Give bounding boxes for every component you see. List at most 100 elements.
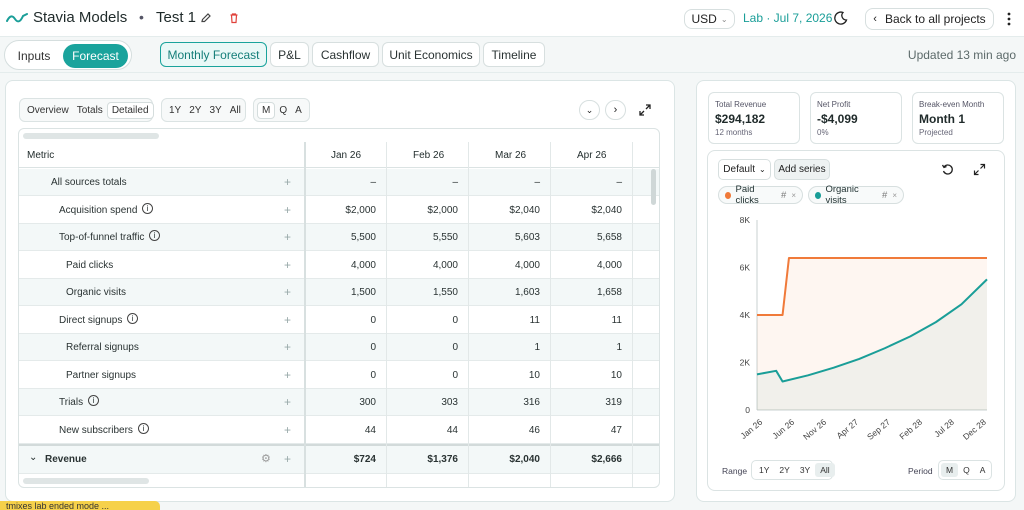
table-cell[interactable]: 44 xyxy=(446,424,458,436)
chart-period-m[interactable]: M xyxy=(941,463,959,477)
table-cell[interactable]: 303 xyxy=(441,397,458,408)
add-series-button[interactable]: Add series xyxy=(774,159,830,180)
table-cell[interactable]: $2,666 xyxy=(591,454,622,465)
table-cell[interactable]: 300 xyxy=(359,397,376,408)
add-row-icon[interactable]: + xyxy=(284,230,292,244)
series-chip-paid-clicks[interactable]: Paid clicks # × xyxy=(718,184,803,206)
table-row[interactable]: Trials i +300 303 316 319 xyxy=(19,389,659,416)
chart-period-q[interactable]: Q xyxy=(963,465,970,475)
next-button[interactable]: › xyxy=(605,100,626,120)
table-cell[interactable]: 316 xyxy=(523,397,540,408)
table-cell[interactable]: 11 xyxy=(529,314,540,326)
table-cell[interactable]: 0 xyxy=(452,342,458,353)
add-row-icon[interactable]: + xyxy=(284,422,292,437)
table-row[interactable]: Revenue ⌄ ⚙ + $724 $1,376 $2,040 $2,666 xyxy=(19,444,659,474)
period-a[interactable]: A xyxy=(295,104,302,116)
col-header[interactable]: Feb 26 xyxy=(413,150,445,161)
back-to-projects-button[interactable]: ‹ Back to all projects xyxy=(865,8,994,30)
table-cell[interactable]: – xyxy=(534,177,540,188)
table-cell[interactable]: 1 xyxy=(534,342,540,353)
view-overview[interactable]: Overview xyxy=(27,104,69,116)
add-row-icon[interactable]: + xyxy=(284,202,292,217)
table-cell[interactable]: 47 xyxy=(610,424,622,436)
table-cell[interactable]: 1,658 xyxy=(596,287,622,298)
delete-icon[interactable] xyxy=(227,11,241,25)
range-2y[interactable]: 2Y xyxy=(189,104,202,116)
table-cell[interactable]: $2,000 xyxy=(345,204,376,216)
table-cell[interactable]: $2,000 xyxy=(427,204,458,216)
tab-timeline[interactable]: Timeline xyxy=(483,42,545,67)
table-cell[interactable]: – xyxy=(370,177,376,188)
table-row[interactable]: Direct signups i +0 0 11 11 xyxy=(19,307,659,334)
table-cell[interactable]: $724 xyxy=(353,454,376,465)
expand-icon[interactable] xyxy=(636,101,654,119)
table-row[interactable]: Partner signups +0 0 10 10 xyxy=(19,362,659,389)
table-cell[interactable]: 0 xyxy=(370,314,376,326)
table-cell[interactable]: 1 xyxy=(616,342,622,353)
add-row-icon[interactable]: + xyxy=(284,395,292,409)
range-all[interactable]: All xyxy=(229,104,241,116)
range-1y[interactable]: 1Y xyxy=(169,104,182,116)
table-cell[interactable]: – xyxy=(616,177,622,188)
chart-range-all[interactable]: All xyxy=(815,463,835,477)
table-row[interactable]: Referral signups +0 0 1 1 xyxy=(19,334,659,361)
table-cell[interactable]: 0 xyxy=(370,342,376,353)
table-cell[interactable]: 46 xyxy=(528,424,540,436)
add-row-icon[interactable]: + xyxy=(284,452,292,466)
gear-icon[interactable]: ⚙ xyxy=(261,453,271,465)
table-cell[interactable]: $2,040 xyxy=(591,204,622,216)
tab-pnl[interactable]: P&L xyxy=(270,42,309,67)
col-header[interactable]: Jan 26 xyxy=(331,150,362,161)
vertical-scrollbar[interactable] xyxy=(651,169,656,205)
table-cell[interactable]: 5,603 xyxy=(514,232,540,243)
moon-icon[interactable] xyxy=(832,9,850,27)
chevron-down-icon[interactable]: ⌄ xyxy=(29,452,38,463)
table-cell[interactable]: 319 xyxy=(605,397,622,408)
table-cell[interactable]: $2,040 xyxy=(509,454,540,465)
period-q[interactable]: Q xyxy=(279,104,288,116)
tab-inputs[interactable]: Inputs xyxy=(17,49,51,63)
table-cell[interactable]: 5,500 xyxy=(350,232,376,243)
horizontal-scrollbar-bottom[interactable] xyxy=(23,478,149,484)
chart-range-1y[interactable]: 1Y xyxy=(759,465,770,475)
table-cell[interactable]: 11 xyxy=(611,314,622,326)
info-icon[interactable]: i xyxy=(127,312,138,324)
chart-range-3y[interactable]: 3Y xyxy=(799,465,811,475)
info-icon[interactable]: i xyxy=(88,395,99,406)
edit-icon[interactable] xyxy=(199,11,213,25)
reset-icon[interactable] xyxy=(939,161,955,177)
info-icon[interactable]: i xyxy=(149,230,160,241)
table-cell[interactable]: 1,500 xyxy=(350,287,376,298)
chart-period-a[interactable]: A xyxy=(979,465,986,475)
chart-range-2y[interactable]: 2Y xyxy=(779,465,790,475)
table-cell[interactable]: 0 xyxy=(370,369,376,381)
table-cell[interactable]: 0 xyxy=(452,314,458,326)
table-cell[interactable]: 0 xyxy=(452,369,458,381)
horizontal-scrollbar-top[interactable] xyxy=(23,133,159,139)
table-cell[interactable]: 5,658 xyxy=(596,232,622,243)
table-cell[interactable]: 4,000 xyxy=(596,259,622,271)
add-row-icon[interactable]: + xyxy=(284,257,292,272)
table-cell[interactable]: 1,603 xyxy=(514,287,540,298)
col-header[interactable]: Mar 26 xyxy=(495,150,527,161)
table-cell[interactable]: 4,000 xyxy=(514,259,540,271)
table-cell[interactable]: 44 xyxy=(364,424,376,436)
view-detailed[interactable]: Detailed xyxy=(106,101,154,119)
table-row[interactable]: All sources totals + – – – – xyxy=(19,169,659,196)
table-row[interactable]: Acquisition spend i + $2,000 $2,000 $2,040 $2,… xyxy=(19,197,659,224)
close-icon[interactable]: × xyxy=(791,190,796,200)
table-cell[interactable]: 10 xyxy=(528,369,540,381)
close-icon[interactable]: × xyxy=(892,190,897,200)
table-cell[interactable]: $2,040 xyxy=(509,204,540,216)
tab-cashflow[interactable]: Cashflow xyxy=(312,42,379,67)
table-cell[interactable]: 5,550 xyxy=(432,232,458,243)
add-row-icon[interactable]: + xyxy=(284,312,292,327)
add-row-icon[interactable]: + xyxy=(284,367,292,382)
add-row-icon[interactable]: + xyxy=(284,285,292,299)
table-row[interactable]: Paid clicks +4,000 4,000 4,000 4,000 xyxy=(19,252,659,279)
table-cell[interactable]: 10 xyxy=(610,369,622,381)
tab-monthly-forecast[interactable]: Monthly Forecast xyxy=(160,42,267,67)
series-preset-select[interactable]: Default ⌄ xyxy=(718,159,771,180)
table-cell[interactable]: – xyxy=(452,177,458,188)
info-icon[interactable]: i xyxy=(142,202,153,214)
